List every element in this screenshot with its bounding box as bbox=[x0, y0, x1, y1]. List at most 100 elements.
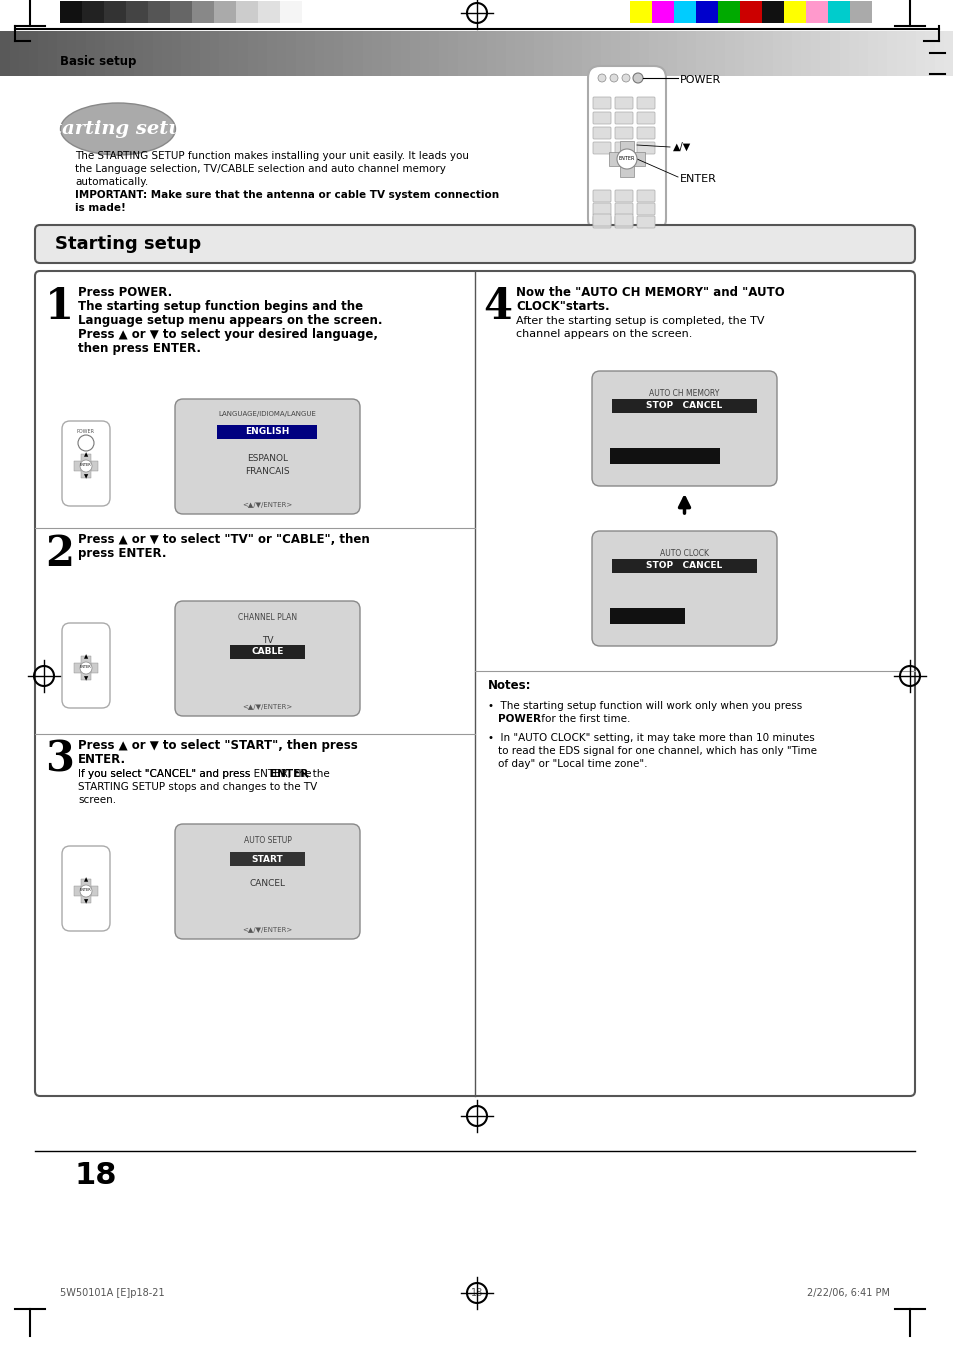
Bar bbox=[143, 31, 152, 76]
FancyBboxPatch shape bbox=[148, 1, 170, 23]
Bar bbox=[581, 31, 591, 76]
FancyBboxPatch shape bbox=[615, 97, 633, 109]
Bar bbox=[343, 31, 353, 76]
Text: 3: 3 bbox=[45, 739, 73, 781]
Text: of day" or "Local time zone".: of day" or "Local time zone". bbox=[497, 759, 647, 769]
Text: •  The starting setup function will work only when you press: • The starting setup function will work … bbox=[488, 701, 801, 711]
Bar bbox=[391, 31, 400, 76]
Bar bbox=[114, 31, 124, 76]
FancyBboxPatch shape bbox=[593, 112, 610, 124]
Bar bbox=[915, 31, 924, 76]
Text: If you select "CANCEL" and press ENTER, the: If you select "CANCEL" and press ENTER, … bbox=[78, 769, 312, 780]
Bar bbox=[715, 31, 724, 76]
Bar bbox=[696, 31, 705, 76]
Text: IMPORTANT: Make sure that the antenna or cable TV system connection: IMPORTANT: Make sure that the antenna or… bbox=[75, 190, 498, 200]
Bar bbox=[905, 31, 915, 76]
Bar bbox=[410, 31, 419, 76]
FancyBboxPatch shape bbox=[62, 846, 110, 931]
Bar bbox=[353, 31, 362, 76]
Bar bbox=[57, 31, 67, 76]
Text: FRANCAIS: FRANCAIS bbox=[245, 467, 290, 476]
Bar bbox=[896, 31, 905, 76]
FancyBboxPatch shape bbox=[615, 190, 633, 203]
Text: <▲/▼/ENTER>: <▲/▼/ENTER> bbox=[242, 927, 293, 934]
FancyBboxPatch shape bbox=[587, 66, 665, 231]
FancyBboxPatch shape bbox=[74, 886, 98, 896]
Bar bbox=[572, 31, 581, 76]
FancyBboxPatch shape bbox=[718, 1, 740, 23]
Text: ENTER: ENTER bbox=[80, 665, 91, 669]
Text: ENTER: ENTER bbox=[80, 463, 91, 467]
FancyBboxPatch shape bbox=[612, 399, 757, 413]
FancyBboxPatch shape bbox=[216, 426, 316, 439]
Bar bbox=[400, 31, 410, 76]
Bar bbox=[781, 31, 791, 76]
Text: Press ▲ or ▼ to select your desired language,: Press ▲ or ▼ to select your desired lang… bbox=[78, 328, 377, 340]
Text: AUTO SETUP: AUTO SETUP bbox=[243, 836, 291, 844]
Bar bbox=[610, 31, 619, 76]
FancyBboxPatch shape bbox=[81, 880, 91, 902]
FancyBboxPatch shape bbox=[170, 1, 192, 23]
FancyBboxPatch shape bbox=[637, 127, 655, 139]
Bar bbox=[705, 31, 715, 76]
Bar bbox=[496, 31, 505, 76]
Text: ENTER: ENTER bbox=[679, 174, 716, 184]
Bar bbox=[772, 31, 781, 76]
Bar bbox=[324, 31, 334, 76]
FancyBboxPatch shape bbox=[619, 141, 634, 177]
FancyBboxPatch shape bbox=[62, 422, 110, 507]
Text: The STARTING SETUP function makes installing your unit easily. It leads you: The STARTING SETUP function makes instal… bbox=[75, 151, 469, 161]
Text: 1: 1 bbox=[45, 286, 74, 328]
Text: 2: 2 bbox=[45, 534, 74, 576]
FancyBboxPatch shape bbox=[651, 1, 673, 23]
Bar bbox=[133, 31, 143, 76]
Bar bbox=[0, 31, 10, 76]
Text: ▼: ▼ bbox=[84, 900, 88, 905]
FancyBboxPatch shape bbox=[593, 127, 610, 139]
Bar bbox=[419, 31, 429, 76]
Bar bbox=[486, 31, 496, 76]
Text: AUTO CLOCK: AUTO CLOCK bbox=[659, 549, 708, 558]
Text: STOP   CANCEL: STOP CANCEL bbox=[646, 562, 721, 570]
Text: screen.: screen. bbox=[78, 794, 116, 805]
Bar bbox=[181, 31, 191, 76]
Bar bbox=[591, 31, 600, 76]
FancyBboxPatch shape bbox=[637, 190, 655, 203]
Text: CLOCK"starts.: CLOCK"starts. bbox=[516, 300, 609, 313]
Text: 2/22/06, 6:41 PM: 2/22/06, 6:41 PM bbox=[806, 1288, 889, 1298]
FancyBboxPatch shape bbox=[608, 153, 644, 166]
FancyBboxPatch shape bbox=[783, 1, 805, 23]
FancyBboxPatch shape bbox=[827, 1, 849, 23]
Bar bbox=[295, 31, 305, 76]
FancyBboxPatch shape bbox=[609, 608, 684, 624]
Text: press ENTER.: press ENTER. bbox=[78, 547, 167, 561]
Bar bbox=[934, 31, 943, 76]
Circle shape bbox=[78, 435, 94, 451]
Text: ▼: ▼ bbox=[84, 677, 88, 681]
Text: CHANNEL PLAN: CHANNEL PLAN bbox=[237, 613, 296, 621]
Text: <▲/▼/ENTER>: <▲/▼/ENTER> bbox=[242, 704, 293, 711]
FancyBboxPatch shape bbox=[593, 97, 610, 109]
Bar bbox=[677, 31, 686, 76]
Bar bbox=[67, 31, 76, 76]
Bar bbox=[753, 31, 762, 76]
Bar bbox=[553, 31, 562, 76]
Text: Press ▲ or ▼ to select "START", then press: Press ▲ or ▼ to select "START", then pre… bbox=[78, 739, 357, 753]
Bar bbox=[314, 31, 324, 76]
FancyBboxPatch shape bbox=[593, 216, 610, 228]
FancyBboxPatch shape bbox=[593, 203, 610, 215]
FancyBboxPatch shape bbox=[592, 531, 776, 646]
FancyBboxPatch shape bbox=[35, 272, 914, 1096]
FancyBboxPatch shape bbox=[593, 213, 610, 226]
Bar bbox=[829, 31, 839, 76]
FancyBboxPatch shape bbox=[629, 1, 651, 23]
Text: the Language selection, TV/CABLE selection and auto channel memory: the Language selection, TV/CABLE selecti… bbox=[75, 163, 445, 174]
FancyBboxPatch shape bbox=[104, 1, 126, 23]
FancyBboxPatch shape bbox=[174, 601, 359, 716]
Bar bbox=[124, 31, 133, 76]
FancyBboxPatch shape bbox=[615, 127, 633, 139]
Text: 18: 18 bbox=[75, 1162, 117, 1190]
FancyBboxPatch shape bbox=[174, 399, 359, 513]
Bar bbox=[534, 31, 543, 76]
Bar bbox=[210, 31, 219, 76]
